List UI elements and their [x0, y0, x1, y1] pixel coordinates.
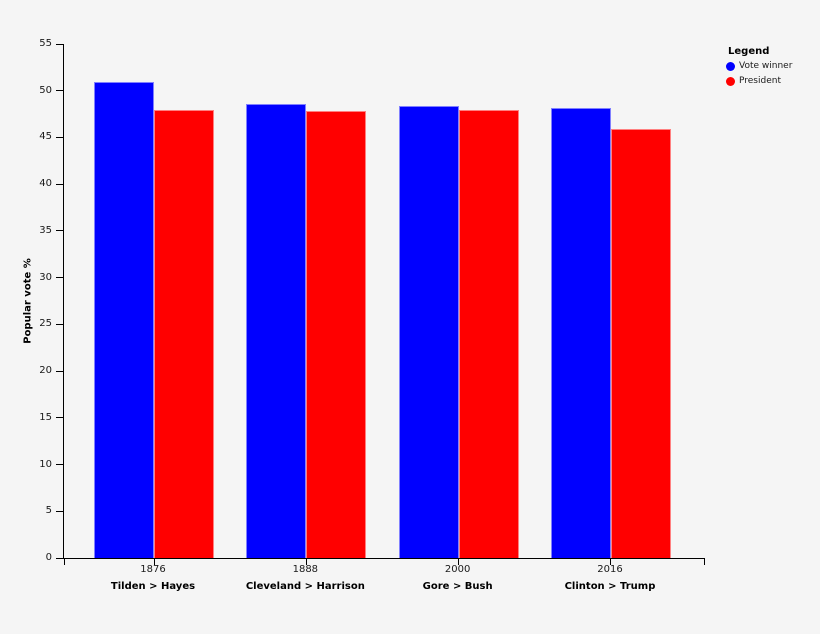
- y-tick-label: 15: [39, 411, 52, 423]
- legend-items: Vote winner President: [726, 61, 792, 86]
- bar-vote-winner-2000: [398, 106, 459, 558]
- y-tick: [56, 43, 63, 45]
- y-tick-label: 55: [39, 38, 52, 49]
- legend-swatch-vote-winner-icon: [726, 61, 735, 71]
- y-tick: [56, 90, 63, 92]
- plot-area: [56, 43, 705, 565]
- y-tick-label: 5: [45, 505, 52, 517]
- y-tick-label: 0: [45, 552, 52, 563]
- x-tick: [153, 558, 155, 565]
- bar-vote-winner-1876: [94, 82, 154, 558]
- legend-label: Vote winner: [739, 61, 793, 71]
- bar-president-2000: [458, 110, 519, 558]
- x-tick-label-year: 1876: [140, 564, 166, 575]
- legend: Legend Vote winner President: [726, 46, 792, 91]
- y-tick: [56, 370, 63, 372]
- bar-president-1888: [306, 111, 367, 558]
- y-tick: [56, 230, 63, 232]
- x-tick: [305, 558, 307, 565]
- y-tick: [56, 557, 63, 559]
- y-tick-label: 35: [39, 224, 52, 236]
- y-tick-label: 20: [39, 365, 52, 377]
- y-tick: [56, 464, 63, 466]
- y-tick-label: 50: [39, 84, 52, 96]
- x-tick-label-matchup: Tilden > Hayes: [110, 581, 196, 592]
- x-tick-label-year: 2016: [597, 564, 623, 575]
- y-tick: [56, 277, 63, 279]
- legend-item: Vote winner: [726, 61, 792, 71]
- bar-president-1876: [154, 110, 214, 558]
- legend-swatch-president-icon: [726, 76, 735, 86]
- y-tick-label: 25: [39, 318, 52, 330]
- x-tick-label-year: 1888: [292, 564, 319, 575]
- bar-president-2016: [610, 129, 671, 558]
- x-tick: [610, 558, 612, 565]
- y-tick-label: 40: [39, 178, 52, 190]
- y-tick-label: 10: [39, 458, 52, 470]
- y-tick-label: 30: [39, 271, 52, 283]
- y-tick: [56, 136, 63, 138]
- y-tick: [56, 323, 63, 325]
- x-axis-end-tick: [703, 558, 705, 565]
- x-tick-label-matchup: Clinton > Trump: [564, 581, 656, 592]
- y-tick-label: 45: [39, 131, 52, 143]
- legend-label: President: [739, 76, 781, 86]
- y-tick: [56, 510, 63, 512]
- bar-vote-winner-2016: [550, 108, 611, 558]
- y-tick: [56, 183, 63, 185]
- x-axis-end-tick: [63, 558, 65, 565]
- y-tick: [56, 417, 63, 419]
- x-tick-label-year: 2000: [444, 564, 471, 575]
- legend-title: Legend: [728, 46, 770, 57]
- bar-vote-winner-1888: [246, 104, 307, 558]
- x-tick-label-matchup: Cleveland > Harrison: [245, 581, 365, 592]
- x-tick-label-matchup: Gore > Bush: [422, 581, 493, 592]
- x-tick: [458, 558, 460, 565]
- legend-item: President: [726, 76, 792, 86]
